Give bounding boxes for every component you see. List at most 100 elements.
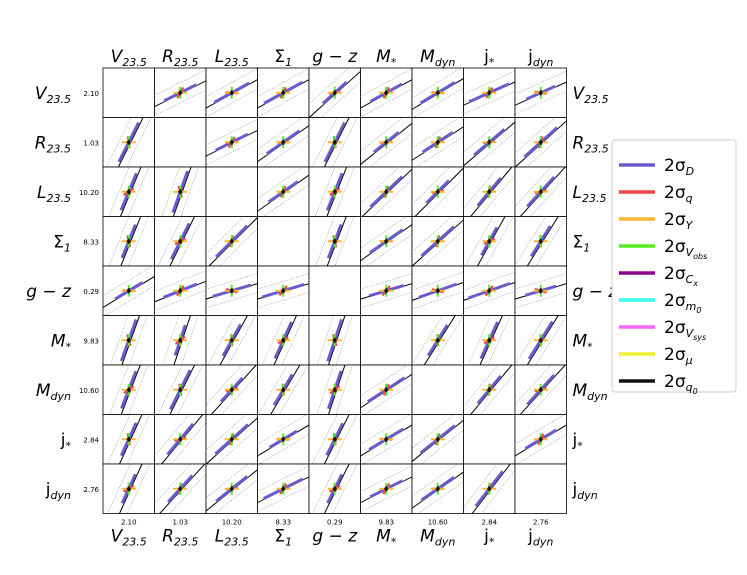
envelope-line bbox=[526, 130, 567, 167]
envelope-line bbox=[335, 365, 353, 415]
left-label-2-base: L bbox=[37, 183, 46, 203]
panel-1-8 bbox=[514, 117, 567, 168]
legend-label-1: 2σq bbox=[664, 183, 693, 205]
bottom-tick-7: 2.84 bbox=[481, 519, 497, 527]
left-tick-2: 10.20 bbox=[79, 189, 99, 197]
top-label-1-base: R bbox=[162, 47, 174, 67]
envelope-line bbox=[463, 365, 499, 408]
envelope-line bbox=[360, 485, 412, 513]
panel-3-6 bbox=[411, 216, 464, 267]
envelope-line bbox=[107, 414, 131, 464]
envelope-line bbox=[169, 473, 206, 514]
left-label-8-base: j bbox=[45, 480, 51, 500]
envelope-line bbox=[515, 167, 552, 208]
left-label-6: Mdyn bbox=[36, 381, 71, 403]
bottom-label-5-base: M bbox=[376, 527, 391, 547]
envelope-line bbox=[316, 315, 334, 365]
panel-7-8 bbox=[514, 414, 567, 465]
left-label-8: jdyn bbox=[45, 480, 71, 502]
left-label-5-base: M bbox=[51, 331, 66, 351]
top-label-0-base: V bbox=[111, 47, 124, 67]
envelope-line bbox=[463, 117, 505, 153]
bottom-label-0: V23.5 bbox=[111, 527, 147, 549]
envelope-line bbox=[157, 365, 183, 415]
bottom-tick-8: 2.76 bbox=[533, 519, 549, 527]
panel-4-6 bbox=[411, 265, 464, 316]
envelope-line bbox=[360, 465, 412, 492]
right-label-1: R23.5 bbox=[573, 133, 609, 155]
envelope-line bbox=[206, 139, 258, 166]
envelope-line bbox=[311, 464, 338, 514]
top-label-1-sub: 23.5 bbox=[174, 56, 199, 69]
envelope-line bbox=[463, 90, 515, 115]
envelope-line bbox=[515, 90, 567, 115]
envelope-line bbox=[161, 167, 180, 217]
envelope-line bbox=[515, 70, 567, 95]
legend-label-sub2: 0 bbox=[696, 306, 701, 315]
envelope-line bbox=[257, 167, 304, 200]
envelope-line bbox=[170, 421, 206, 464]
envelope-line bbox=[257, 68, 309, 97]
bottom-tick-3: 8.33 bbox=[275, 519, 291, 527]
bottom-label-2: L23.5 bbox=[215, 527, 249, 549]
envelope-line bbox=[516, 433, 567, 464]
envelope-line bbox=[332, 117, 358, 167]
bottom-label-7-sub: * bbox=[489, 536, 495, 549]
panel-4-7 bbox=[463, 265, 516, 316]
envelope-line bbox=[415, 135, 464, 167]
left-label-4: g − z bbox=[26, 282, 72, 302]
top-label-7: j* bbox=[483, 47, 495, 69]
panel-3-2 bbox=[205, 216, 258, 267]
envelope-line bbox=[157, 216, 183, 266]
bottom-label-3-sub: 1 bbox=[285, 536, 292, 549]
envelope-line bbox=[432, 315, 464, 365]
bottom-label-3-base: Σ bbox=[274, 527, 285, 547]
envelope-line bbox=[206, 216, 245, 255]
bottom-label-8-sub: dyn bbox=[533, 536, 553, 549]
left-label-5: M* bbox=[51, 331, 72, 353]
legend-label-3: 2σVobs bbox=[664, 237, 707, 261]
right-label-5-base: M bbox=[573, 331, 588, 351]
panel-8-2 bbox=[205, 463, 258, 514]
legend-label-2: 2σΥ bbox=[664, 210, 694, 232]
envelope-line bbox=[360, 365, 409, 397]
left-label-3-sub: 1 bbox=[64, 241, 71, 254]
envelope-line bbox=[412, 271, 464, 291]
envelope-line bbox=[162, 315, 180, 365]
envelope-line bbox=[257, 465, 309, 492]
right-label-0: V23.5 bbox=[573, 84, 609, 106]
legend-label-sub2: obs bbox=[693, 252, 707, 261]
left-tick-6: 10.60 bbox=[79, 387, 99, 395]
envelope-line bbox=[463, 70, 515, 95]
envelope-line bbox=[412, 216, 453, 253]
legend-label-base: 2σ bbox=[664, 318, 686, 338]
panel-6-6 bbox=[411, 364, 464, 415]
envelope-line bbox=[154, 464, 191, 505]
panel-2-1 bbox=[154, 166, 207, 217]
panel-6-0 bbox=[102, 364, 155, 415]
envelope-line bbox=[154, 69, 206, 96]
envelope-line bbox=[257, 117, 304, 150]
envelope-line bbox=[360, 68, 412, 97]
envelope-line bbox=[104, 285, 155, 316]
left-label-2-sub: 23.5 bbox=[47, 192, 72, 205]
envelope-line bbox=[127, 414, 151, 464]
envelope-line bbox=[207, 315, 236, 365]
envelope-line bbox=[154, 289, 206, 312]
right-label-3-base: Σ bbox=[573, 232, 584, 252]
panel-1-7 bbox=[463, 117, 516, 168]
envelope-line bbox=[530, 374, 567, 415]
legend-label-6: 2σVsys bbox=[664, 318, 706, 342]
panel-0-0 bbox=[102, 67, 155, 118]
panel-2-2 bbox=[205, 166, 258, 217]
envelope-line bbox=[281, 315, 305, 365]
panel-frame bbox=[102, 67, 155, 118]
legend-label-sub: q bbox=[686, 381, 693, 394]
envelope-line bbox=[412, 167, 451, 206]
bottom-label-5: M* bbox=[376, 527, 397, 549]
panel-5-6 bbox=[411, 315, 464, 366]
right-label-1-sub: 23.5 bbox=[584, 142, 609, 155]
envelope-line bbox=[311, 414, 338, 464]
